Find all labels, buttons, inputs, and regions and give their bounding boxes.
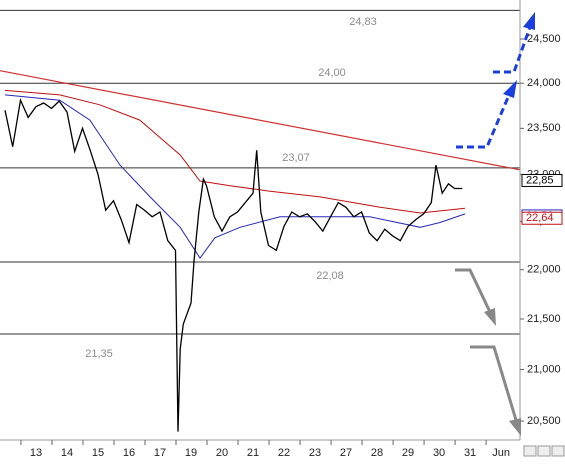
x-tick-label: Jun bbox=[492, 447, 510, 459]
level-label: 24,83 bbox=[349, 16, 377, 28]
zoom-button[interactable] bbox=[537, 445, 551, 457]
up-arrow bbox=[493, 26, 532, 74]
y-tick-label: 24,000 bbox=[527, 77, 561, 89]
y-tick-label: 21,000 bbox=[527, 363, 561, 375]
last-value-label: 22,64 bbox=[526, 212, 554, 224]
level-label: 23,07 bbox=[282, 152, 310, 164]
x-tick-label: 16 bbox=[123, 447, 135, 459]
last-value-label: 22,85 bbox=[526, 174, 554, 186]
last-value-box bbox=[521, 173, 563, 187]
arrow-head bbox=[523, 12, 535, 30]
level-label: 24,00 bbox=[318, 67, 346, 79]
series-line bbox=[4, 89, 466, 214]
down-arrow bbox=[455, 268, 492, 313]
x-tick-label: 20 bbox=[216, 447, 228, 459]
x-tick-label: 23 bbox=[309, 447, 321, 459]
x-tick-label: 15 bbox=[92, 447, 104, 459]
x-tick-label: 31 bbox=[464, 447, 476, 459]
x-tick-label: 21 bbox=[247, 447, 259, 459]
series-line bbox=[4, 94, 466, 259]
arrow-head bbox=[503, 80, 517, 98]
level-label: 22,08 bbox=[316, 270, 344, 282]
arrows bbox=[455, 12, 535, 436]
up-arrow bbox=[456, 94, 511, 149]
x-tick-label: 30 bbox=[433, 447, 445, 459]
x-tick-label: 17 bbox=[154, 447, 166, 459]
x-tick-label: 29 bbox=[402, 447, 414, 459]
y-tick-label: 23,500 bbox=[527, 122, 561, 134]
x-tick-label: 27 bbox=[340, 447, 352, 459]
zoom-button[interactable] bbox=[551, 445, 565, 457]
plot-area: 24,83 24,00 23,07 22,08 21,35 bbox=[0, 9, 521, 432]
x-tick-label: 22 bbox=[278, 447, 290, 459]
level-label: 21,35 bbox=[85, 348, 113, 360]
zoom-button[interactable] bbox=[523, 445, 537, 457]
series-line bbox=[4, 97, 463, 432]
y-tick-label: 21,500 bbox=[527, 313, 561, 325]
x-tick-label: 14 bbox=[61, 447, 73, 459]
arrow-head bbox=[484, 308, 496, 326]
x-tick-label: 28 bbox=[371, 447, 383, 459]
x-tick-label: 19 bbox=[185, 447, 197, 459]
arrow-head bbox=[509, 418, 521, 436]
scroll-icons[interactable] bbox=[523, 445, 565, 457]
y-tick-label: 22,000 bbox=[527, 264, 561, 276]
down-arrow bbox=[470, 345, 518, 421]
y-tick-label: 20,500 bbox=[527, 415, 561, 427]
trend-line bbox=[0, 70, 521, 171]
x-tick-label: 13 bbox=[30, 447, 42, 459]
y-tick-label: 24,500 bbox=[527, 33, 561, 45]
last-value-box bbox=[521, 211, 563, 225]
